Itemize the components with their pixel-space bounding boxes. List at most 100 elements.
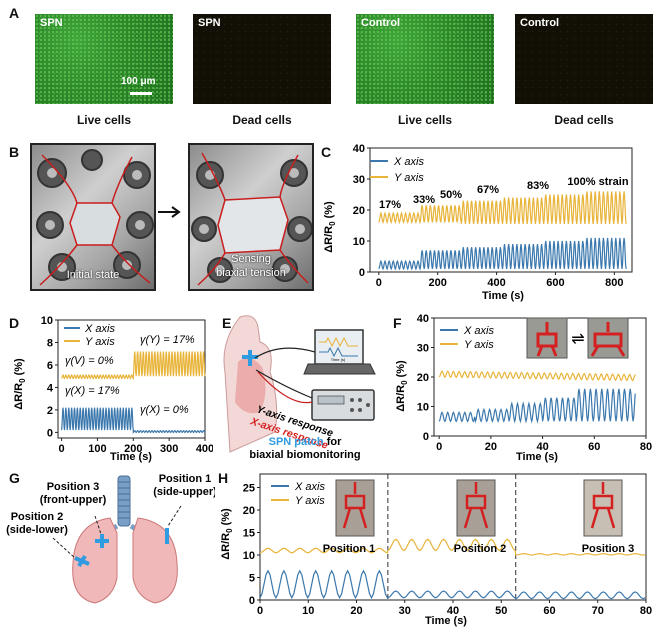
- tile-caption: Dead cells: [232, 113, 292, 127]
- series-line-x-axis: [61, 407, 206, 434]
- y-tick-label: 30: [417, 343, 429, 355]
- y-tick-label: 40: [417, 313, 429, 325]
- position-3-patch: [95, 534, 109, 548]
- photo-caption: biaxial tension: [216, 267, 286, 279]
- inset-photos: [335, 479, 623, 537]
- gamma-annotation: γ(X) = 0%: [140, 404, 189, 416]
- strain-annotation: 83%: [527, 180, 549, 192]
- y-tick-label: 0: [359, 267, 365, 279]
- position-1-label: Position 1: [159, 473, 212, 485]
- y-axis-label: ΔR/R0 (%): [323, 201, 337, 253]
- photo-caption: Sensing: [231, 253, 271, 265]
- y-tick-label: 20: [243, 505, 255, 517]
- lung-icon: [235, 358, 266, 414]
- tile-label: SPN: [40, 17, 63, 29]
- x-tick-label: 10: [302, 605, 314, 617]
- photo-initial-state: Initial state: [30, 143, 156, 291]
- x-tick-label: 100: [88, 443, 106, 455]
- micrograph-control-dead: Control: [515, 14, 653, 104]
- device-illustration: [36, 149, 154, 286]
- y-axis-label: ΔR/R0 (%): [220, 508, 234, 560]
- panel-label-g: G: [9, 470, 20, 486]
- x-tick-label: 60: [543, 605, 555, 617]
- right-lung-icon: [132, 517, 178, 604]
- panel-label-h: H: [218, 470, 229, 486]
- strain-annotation: 50%: [440, 189, 462, 201]
- y-tick-label: 20: [353, 205, 365, 217]
- y-tick-label: 8: [47, 337, 53, 349]
- y-tick-label: 0: [249, 595, 255, 607]
- position-label: Position 3: [582, 543, 635, 555]
- position-3-label: Position 3: [47, 481, 100, 493]
- x-tick-label: 200: [429, 277, 447, 289]
- legend-label-y: Y axis: [295, 495, 325, 507]
- biomonitoring-caption: biaxial biomonitoring: [249, 449, 360, 461]
- strain-annotation: 100% strain: [567, 176, 628, 188]
- swap-arrows-icon: ⇌: [571, 331, 584, 348]
- x-tick-label: 0: [59, 443, 65, 455]
- y-tick-label: 0: [47, 427, 53, 439]
- legend: X axis Y axis: [271, 481, 325, 507]
- x-axis-label: Time (s): [516, 451, 558, 463]
- legend: X axis Y axis: [370, 156, 424, 184]
- x-axis-label: Time (s): [482, 290, 524, 302]
- arrow-right-icon: [158, 206, 181, 218]
- x-tick-label: 0: [376, 277, 382, 289]
- position-3-sublabel: (front-upper): [40, 494, 107, 506]
- legend: X axis Y axis: [64, 323, 115, 348]
- legend-label-x: X axis: [463, 325, 494, 337]
- y-tick-label: 25: [243, 483, 255, 495]
- series-line-y-axis: [378, 191, 627, 225]
- scale-bar: [130, 92, 152, 95]
- chart-h: 0 10 20 30 40 50 60 70 80 0 5 10 15 20 25 ΔR/R0 (%) Ti…: [220, 473, 652, 627]
- x-tick-label: 200: [124, 443, 142, 455]
- position-2-patch: [74, 554, 90, 568]
- series-line-y-axis: [259, 538, 646, 556]
- panel-label-e: E: [222, 315, 232, 331]
- scale-bar-label: 100 μm: [121, 76, 156, 87]
- x-tick-label: 600: [546, 277, 564, 289]
- x-tick-label: 80: [640, 441, 652, 453]
- x-tick-label: 40: [447, 605, 459, 617]
- gamma-annotation: γ(Y) = 17%: [140, 334, 195, 346]
- panel-label-c: C: [321, 144, 332, 160]
- legend-label-x: X axis: [84, 323, 115, 335]
- tile-caption: Dead cells: [554, 113, 614, 127]
- y-tick-label: 15: [243, 528, 255, 540]
- x-axis-label: Time (s): [425, 615, 467, 627]
- position-2-label: Position 2: [11, 511, 64, 523]
- laptop-base: [303, 363, 376, 375]
- legend-label-x: X axis: [393, 156, 424, 168]
- y-tick-label: 10: [243, 550, 255, 562]
- x-tick-label: 50: [495, 605, 507, 617]
- x-tick-label: 400: [196, 443, 213, 455]
- panel-label-f: F: [393, 315, 402, 331]
- panel-label-b: B: [9, 144, 20, 160]
- gamma-annotation: γ(V) = 0%: [65, 355, 114, 367]
- y-axis-label: ΔR/R0 (%): [13, 358, 27, 410]
- tile-caption: Live cells: [76, 113, 132, 127]
- legend: X axis Y axis: [440, 325, 494, 351]
- y-tick-label: 4: [47, 382, 54, 394]
- x-tick-label: 40: [536, 441, 548, 453]
- position-label: Position 2: [454, 543, 507, 555]
- photo-sensing-biaxial: Sensing biaxial tension: [188, 143, 314, 291]
- series-line-y-axis: [438, 370, 636, 382]
- position-label: Position 1: [323, 543, 376, 555]
- y-tick-label: 10: [353, 236, 365, 248]
- y-tick-label: 10: [41, 315, 53, 327]
- position-1-sublabel: (side-upper): [153, 486, 215, 498]
- y-tick-label: 30: [353, 174, 365, 186]
- x-tick-label: 0: [257, 605, 263, 617]
- lung-positions-illustration: Position 3 (front-upper) Position 1 (sid…: [6, 473, 215, 604]
- series-line-x-axis: [438, 388, 636, 424]
- legend-label-y: Y axis: [464, 339, 494, 351]
- strain-annotation: 17%: [379, 199, 401, 211]
- legend-label-y: Y axis: [394, 172, 424, 184]
- tile-label: Control: [361, 17, 401, 29]
- wearable-setup-illustration: Time (s) Y-axis response X-axis response…: [223, 315, 376, 461]
- x-tick-label: 300: [160, 443, 178, 455]
- tile-caption: Live cells: [397, 113, 453, 127]
- laptop-screen: [314, 329, 364, 365]
